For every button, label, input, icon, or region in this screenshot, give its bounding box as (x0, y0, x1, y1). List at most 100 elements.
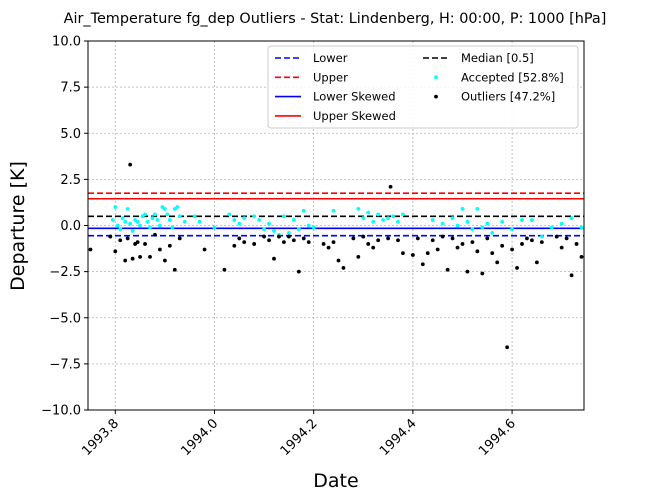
outlier-point (232, 243, 237, 248)
outlier-point (128, 162, 133, 167)
outlier-point (143, 242, 147, 246)
accepted-point (267, 221, 271, 226)
accepted-point (192, 214, 197, 219)
outlier-point (430, 238, 435, 243)
outlier-point (515, 266, 519, 270)
accepted-point (150, 216, 155, 221)
accepted-point (579, 225, 584, 230)
accepted-point (120, 216, 125, 221)
outlier-point (252, 242, 257, 246)
outlier-point (177, 236, 182, 241)
outlier-point (272, 256, 276, 261)
outlier-point (331, 240, 336, 245)
outlier-point (435, 247, 440, 252)
accepted-point (175, 205, 180, 209)
accepted-point (520, 218, 524, 222)
accepted-point (460, 206, 465, 211)
outlier-point (510, 247, 514, 252)
outlier-point (579, 254, 584, 259)
accepted-point (158, 223, 162, 228)
legend-box (267, 45, 579, 129)
accepted-point (475, 206, 480, 211)
outlier-point (564, 236, 569, 241)
outlier-point (341, 266, 346, 270)
accepted-point (197, 219, 202, 224)
outlier-point (125, 236, 130, 241)
outlier-point (530, 238, 534, 243)
accepted-point (306, 223, 311, 228)
accepted-point (480, 225, 485, 230)
outlier-point (455, 245, 460, 250)
accepted-point (401, 212, 405, 217)
outlier-point (172, 267, 177, 272)
outlier-point (148, 254, 152, 259)
outlier-point (326, 245, 331, 250)
y-tick-label: −5.0 (49, 311, 81, 326)
outlier-point (267, 238, 271, 243)
accepted-point (212, 225, 217, 230)
accepted-point (490, 230, 495, 235)
outlier-point (396, 238, 400, 243)
outlier-point (296, 269, 301, 274)
outlier-point (108, 234, 113, 239)
legend-label: Accepted [52.8%] (461, 70, 564, 84)
outlier-point (450, 236, 455, 241)
accepted-point (396, 219, 400, 224)
chart-title: Air_Temperature fg_dep Outliers - Stat: … (64, 11, 607, 27)
outlier-point (130, 256, 135, 261)
accepted-point (301, 208, 306, 213)
outlier-point (88, 247, 93, 252)
accepted-point (113, 205, 118, 209)
accepted-point (125, 206, 130, 211)
outlier-point (505, 345, 510, 350)
accepted-point (361, 216, 366, 221)
outlier-point (202, 247, 207, 252)
legend-label: Outliers [47.2%] (461, 90, 555, 104)
accepted-point (530, 218, 534, 222)
accepted-point (128, 221, 133, 226)
accepted-point (391, 214, 395, 219)
outlier-point (470, 240, 475, 245)
outlier-point (162, 258, 167, 263)
outlier-point (336, 258, 341, 263)
outlier-point (321, 242, 326, 246)
outlier-point (366, 242, 371, 246)
outlier-point (480, 271, 485, 276)
outlier-point (420, 262, 425, 267)
data-points (88, 162, 584, 350)
outlier-point (520, 242, 524, 246)
accepted-point (237, 221, 242, 226)
accepted-point (110, 218, 115, 222)
y-axis-label: Departure [K] (7, 161, 29, 291)
y-tick-label: 5.0 (60, 127, 81, 142)
accepted-point (145, 219, 150, 224)
accepted-point (455, 223, 460, 228)
accepted-point (381, 218, 386, 222)
outlier-point (301, 236, 306, 241)
outlier-point (525, 236, 529, 241)
accepted-point (135, 219, 140, 224)
y-tick-label: −7.5 (49, 357, 81, 372)
accepted-point (450, 216, 455, 221)
outlier-point (291, 238, 296, 243)
outlier-point (500, 243, 505, 248)
y-tick-label: 2.5 (60, 173, 81, 188)
outlier-point (222, 267, 227, 272)
accepted-point (440, 221, 445, 226)
accepted-point (539, 234, 544, 239)
outlier-point (376, 238, 381, 243)
outlier-point (574, 242, 579, 246)
accepted-point (138, 223, 142, 228)
accepted-point (115, 223, 120, 228)
accepted-point (143, 212, 147, 217)
accepted-point (153, 212, 157, 217)
accepted-point (485, 221, 490, 226)
accepted-point (311, 225, 316, 230)
outlier-point (135, 240, 140, 245)
accepted-point (465, 219, 470, 224)
outlier-point (356, 254, 361, 259)
legend-label: Lower (313, 51, 348, 65)
accepted-point (386, 216, 390, 221)
outlier-point (534, 260, 539, 265)
